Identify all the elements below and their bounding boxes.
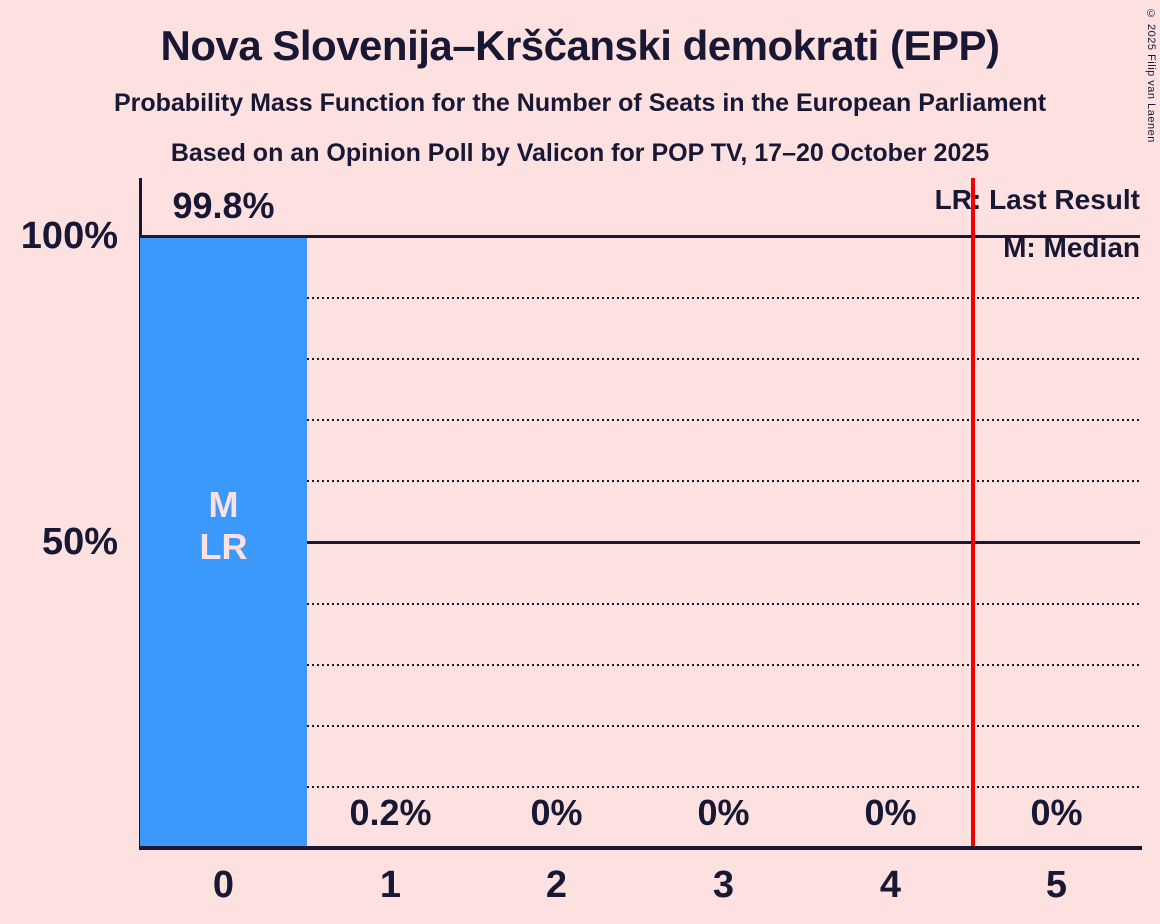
chart-title: Nova Slovenija–Krščanski demokrati (EPP) <box>160 22 1000 69</box>
dotted-gridline-10pct <box>142 786 1140 788</box>
value-label-seats-0: 99.8% <box>172 185 275 226</box>
value-label-seats-2: 0% <box>530 792 583 833</box>
last-result-label: LR <box>199 526 248 567</box>
solid-gridline-100pct <box>142 235 1140 238</box>
value-label-seats-5: 0% <box>1030 792 1083 833</box>
copyright-notice: © 2025 Filip van Laenen <box>1145 8 1157 143</box>
y-axis-tick-label-100pct: 100% <box>20 215 118 257</box>
dotted-gridline-40pct <box>142 603 1140 605</box>
bar-seats-0 <box>140 238 307 846</box>
dotted-gridline-70pct <box>142 419 1140 421</box>
chart-subtitle: Probability Mass Function for the Number… <box>113 89 1047 117</box>
dotted-gridline-20pct <box>142 725 1140 727</box>
dotted-gridline-80pct <box>142 358 1140 360</box>
x-axis-tick-label-3: 3 <box>712 864 735 906</box>
value-label-seats-3: 0% <box>697 792 750 833</box>
dotted-gridline-90pct <box>142 297 1140 299</box>
x-axis-tick-label-1: 1 <box>379 864 402 906</box>
legend-last-result: LR: Last Result <box>934 184 1140 215</box>
x-axis-tick-label-4: 4 <box>879 864 902 906</box>
value-label-seats-1: 0.2% <box>349 792 432 833</box>
chart-source-line: Based on an Opinion Poll by Valicon for … <box>170 139 990 167</box>
last-result-marker-line <box>971 178 975 846</box>
bar-annotation-median-lastresult: M LR <box>140 484 307 568</box>
y-axis-tick-label-50pct: 50% <box>41 521 118 563</box>
dotted-gridline-60pct <box>142 480 1140 482</box>
value-label-seats-4: 0% <box>864 792 917 833</box>
solid-gridline-50pct <box>142 541 1140 544</box>
x-axis-tick-label-5: 5 <box>1045 864 1068 906</box>
x-axis-line <box>139 846 1142 850</box>
median-label: M <box>208 484 239 525</box>
dotted-gridline-30pct <box>142 664 1140 666</box>
x-axis-tick-label-0: 0 <box>212 864 235 906</box>
x-axis-tick-label-2: 2 <box>545 864 568 906</box>
